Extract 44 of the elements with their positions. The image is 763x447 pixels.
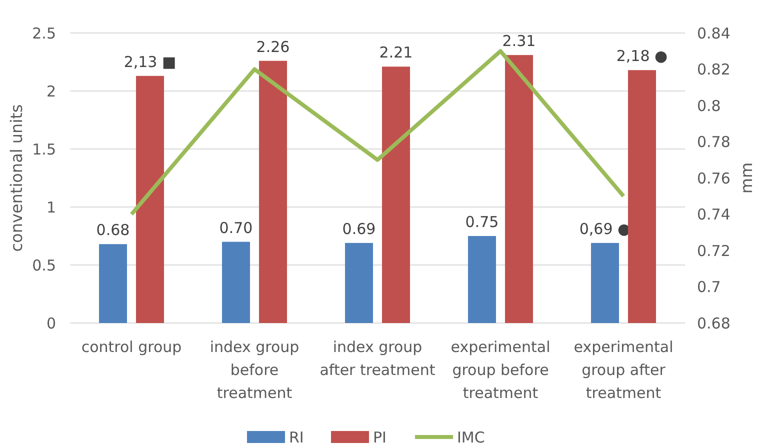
bar [382,66,410,323]
y2-tick-label: 0.78 [697,133,730,151]
bar [259,60,287,323]
y-axis-title: conventional units [7,104,26,252]
bar [468,236,496,323]
legend-label: PI [373,428,386,446]
y2-tick-label: 0.72 [697,242,730,260]
data-label: 0.70 [219,218,253,237]
bar [222,242,250,323]
data-label: 2.26 [256,38,290,56]
y2-tick-label: 0.76 [697,169,730,188]
y2-tick-label: 0.74 [697,206,730,224]
bar [505,55,533,323]
bar [628,70,656,323]
y-tick-label: 2 [46,82,56,100]
x-tick-label: experimental group after treatment [574,338,674,402]
legend-label: IMC [457,428,485,446]
data-label: 0.69 [342,220,376,238]
x-tick-label: control group [81,338,182,356]
y-tick-label: 2.5 [32,24,56,42]
data-label: 2.21 [379,44,413,62]
y-tick-label: 1 [46,198,56,216]
legend-label: RI [289,428,304,446]
data-label: 2,18 ● [616,47,668,66]
y-tick-label: 0 [46,314,56,332]
bar [591,242,619,323]
data-label: 0.75 [465,213,499,231]
x-tick-label: index group before treatment [210,338,300,402]
data-label: 0.68 [96,221,130,240]
y2-tick-label: 0.68 [697,314,730,332]
bar [345,242,373,323]
y-tick-label: 0.5 [32,256,56,274]
y2-tick-label: 0.7 [697,278,721,296]
data-label: 2.31 [502,32,536,50]
x-tick-label: experimental group before treatment [450,338,550,402]
x-tick-label: index group after treatment [320,338,436,379]
y2-tick-label: 0.8 [697,96,721,115]
bar [99,244,127,323]
y-tick-label: 1.5 [32,140,56,158]
y2-axis-title: mm [737,162,756,194]
bar [136,76,164,323]
data-label: 2,13 ■ [124,52,176,71]
y2-tick-label: 0.82 [697,60,730,78]
y2-tick-label: 0.84 [697,24,730,42]
